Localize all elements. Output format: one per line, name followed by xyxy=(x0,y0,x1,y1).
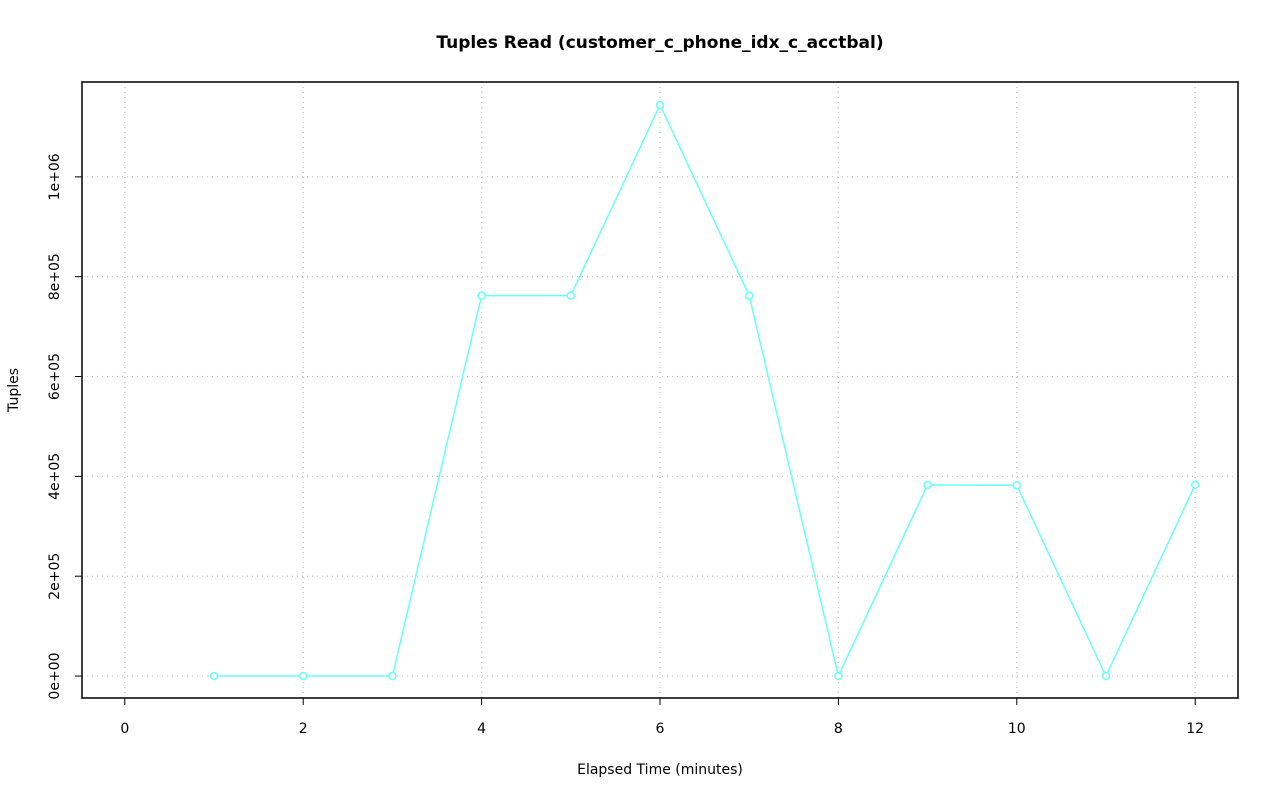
point xyxy=(1012,481,1022,490)
y-tick-label: 2e+05 xyxy=(47,553,63,600)
x-tick-label: 12 xyxy=(1186,721,1204,737)
y-tick-label: 0e+00 xyxy=(47,652,63,699)
point xyxy=(298,671,308,681)
y-tick-label: 8e+05 xyxy=(47,253,63,300)
point xyxy=(834,671,843,681)
x-tick-label: 8 xyxy=(834,721,843,737)
x-tick-label: 2 xyxy=(299,721,308,737)
x-tick-label: 0 xyxy=(120,721,129,737)
point xyxy=(566,291,576,300)
y-tick-label: 1e+06 xyxy=(47,153,63,200)
x-tick-label: 10 xyxy=(1008,721,1026,737)
x-tick-label: 6 xyxy=(656,721,665,737)
series-line xyxy=(214,103,1196,679)
point xyxy=(655,100,665,110)
point xyxy=(388,671,397,681)
y-tick-label: 4e+05 xyxy=(47,453,63,500)
point xyxy=(477,291,486,300)
point xyxy=(209,671,219,681)
point xyxy=(923,480,932,490)
point xyxy=(1101,671,1111,681)
plot-frame xyxy=(81,81,1239,699)
y-axis-label: Tuples xyxy=(6,368,22,413)
x-axis-label: Elapsed Time (minutes) xyxy=(577,762,743,778)
point xyxy=(1190,480,1200,490)
chart-title: Tuples Read (customer_c_phone_idx_c_acct… xyxy=(436,33,883,53)
point xyxy=(744,291,754,300)
x-tick-label: 4 xyxy=(477,721,486,737)
y-tick-label: 6e+05 xyxy=(47,353,63,400)
